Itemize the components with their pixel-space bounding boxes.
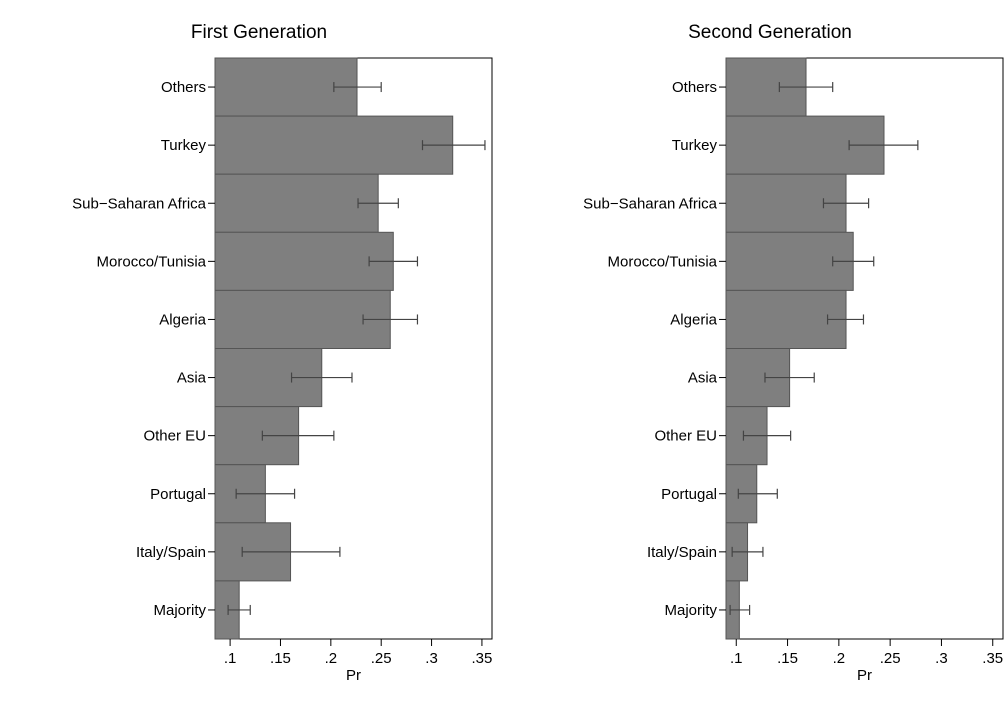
x-tick-label: .1 (224, 650, 237, 667)
y-tick-label: Portugal (150, 486, 206, 503)
y-tick-label: Other EU (143, 428, 206, 445)
x-tick-label: .35 (982, 650, 1003, 667)
bar (214, 115, 454, 175)
x-tick-label: .3 (935, 650, 948, 667)
y-tick-label: Majority (153, 602, 206, 619)
y-tick-label: Sub−Saharan Africa (583, 195, 718, 212)
x-axis-label: Pr (346, 667, 361, 684)
chart-panel-1: First Generation Others Turkey Sub−Saharan … (72, 22, 493, 684)
x-tick-label: .25 (371, 650, 392, 667)
chart-panel-2: Second Generation Others Turkey Sub−Saharan… (583, 22, 1004, 684)
y-tick-label: Others (672, 79, 717, 96)
y-tick-label: Sub−Saharan Africa (72, 195, 207, 212)
x-tick-label: .25 (880, 650, 901, 667)
y-tick-label: Turkey (161, 137, 207, 154)
y-tick-label: Italy/Spain (647, 544, 717, 561)
y-tick-label: Italy/Spain (136, 544, 206, 561)
x-tick-label: .15 (270, 650, 291, 667)
x-axis-label: Pr (857, 667, 872, 684)
y-tick-label: Morocco/Tunisia (97, 253, 207, 270)
y-tick-label: Algeria (159, 311, 206, 328)
y-tick-label: Majority (664, 602, 717, 619)
y-tick-label: Morocco/Tunisia (608, 253, 718, 270)
chart-title: Second Generation (688, 22, 852, 43)
x-tick-label: .3 (425, 650, 438, 667)
x-tick-label: .15 (777, 650, 798, 667)
x-tick-label: .2 (325, 650, 338, 667)
chart-title: First Generation (191, 22, 327, 43)
y-tick-label: Asia (688, 370, 718, 387)
y-tick-label: Others (161, 79, 206, 96)
y-tick-label: Algeria (670, 311, 717, 328)
x-tick-label: .35 (471, 650, 492, 667)
bar (214, 231, 394, 291)
y-tick-label: Asia (177, 370, 207, 387)
x-tick-label: .2 (833, 650, 846, 667)
bar (214, 173, 379, 233)
y-tick-label: Turkey (672, 137, 718, 154)
x-tick-label: .1 (730, 650, 743, 667)
y-tick-label: Other EU (654, 428, 717, 445)
y-tick-label: Portugal (661, 486, 717, 503)
